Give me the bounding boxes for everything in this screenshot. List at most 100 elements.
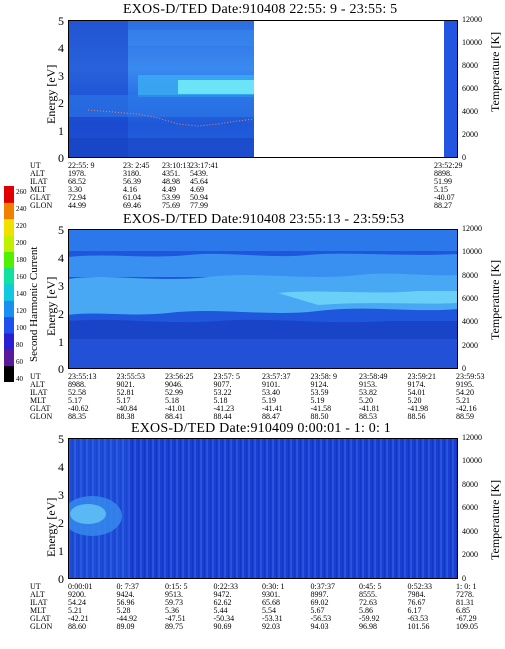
panel-2-row-label: GLON [30,412,53,421]
panel-3-ytick: 4 [58,460,64,474]
table-cell: 53.59 [310,388,329,397]
table-cell: -50.34 [213,614,235,623]
panel-2-band-mid [68,273,458,315]
panel-2-ytick: 1 [58,335,64,349]
panel-3-svg [68,438,458,579]
table-cell: 92.03 [262,622,280,631]
table-cell: 3180. [123,169,141,178]
panel-3-col: 0:00:01 9200. 54.24 5.21 -42.21 88.60 [68,583,92,631]
table-cell: 5.17 [116,396,131,405]
table-cell: 88.27 [434,201,452,210]
panel-2-row-label: UT [30,372,41,381]
table-cell: 9424. [116,590,135,599]
table-cell: 0:15: 5 [165,582,188,591]
table-cell: -41.98 [407,404,429,413]
table-cell: 69.46 [123,201,141,210]
table-cell: 5.44 [213,606,228,615]
table-cell: 9046. [165,380,183,389]
panel-2-ytick: 3 [58,279,64,293]
colorbar-segment [4,251,14,269]
panel-2-row-label: ILAT [30,388,48,397]
table-cell: 5.28 [116,606,131,615]
colorbar-segment [4,300,14,318]
colorbar-tick: 80 [16,341,23,349]
panel-1-col: 23:17:41 5439. 45.64 4.69 50.94 77.99 [190,162,218,210]
panel-3-left-glow [68,438,128,579]
table-cell: 88.53 [359,412,377,421]
table-cell: 88.47 [262,412,280,421]
table-cell: 72.63 [359,598,377,607]
table-cell: 7984. [407,590,426,599]
panel-2-col: 23:59:53 9195. 54.20 5.21 -42.16 88.59 [456,373,484,421]
table-cell: 9513. [165,590,183,599]
table-cell: 9195. [456,380,474,389]
table-cell: 23:59:21 [407,372,436,381]
table-cell: 89.09 [116,622,135,631]
table-cell: 9301. [262,590,280,599]
table-cell: 6.17 [407,606,422,615]
panel-1-title: EXOS-D/TED Date:910408 22:55: 9 - 23:55:… [123,2,398,17]
panel-3-row-label: MLT [30,606,47,615]
table-cell: 5.54 [262,606,276,615]
panel-2-col: 23:56:25 9046. 52.99 5.18 -41.01 88.41 [165,373,193,421]
panel-3-col: 0: 7:37 9424. 56.96 5.28 -44.92 89.09 [117,583,139,631]
table-cell: 88.41 [165,412,183,421]
panel-2-temptick: 6000 [462,294,478,303]
table-cell: 51.99 [434,177,452,186]
panel-2-temptick: 0 [462,364,466,373]
table-cell: 5.86 [359,606,373,615]
table-cell: 72.94 [68,193,86,202]
panel-1-band-top [128,30,254,46]
colorbar-tick: 240 [16,205,27,213]
colorbar-segment [4,202,14,220]
panel-1-temperature-trace [87,109,255,127]
table-cell: 8898. [434,169,452,178]
table-cell: 88.44 [213,412,232,421]
panel-3-col: 0:37:37 8997. 69.02 5.67 -56.53 94.03 [311,583,335,631]
panel-1-ytick: 1 [58,124,64,138]
panel-2-temptick: 4000 [462,317,478,326]
panel-2-col: 23:55:13 8988. 52.58 5.17 -40.62 88.35 [68,373,96,421]
panel-1-data-region-end [444,20,458,158]
table-cell: 50.94 [190,193,208,202]
table-cell: 5.67 [310,606,325,615]
panel-2-temp-label: Temperature [K] [488,259,502,340]
table-cell: 52.58 [68,388,86,397]
table-cell: 5.18 [165,396,179,405]
panel-2-col: 23:58: 9 9124. 53.59 5.19 -41.58 88.50 [311,373,337,421]
panel-1-row-label: ILAT [30,177,48,186]
table-cell: 56.96 [116,598,135,607]
table-cell: 96.98 [359,622,377,631]
table-cell: 23:59:53 [456,372,485,381]
colorbar-svg [4,186,14,383]
table-cell: -67.29 [456,614,477,623]
panel-1-row-label: ALT [30,169,45,178]
table-cell: 69.02 [310,598,329,607]
table-cell: 9077. [213,380,232,389]
table-cell: 81.31 [456,598,474,607]
table-cell: -56.53 [310,614,332,623]
panel-2-title: EXOS-D/TED Date:910408 23:55:13 - 23:59:… [123,212,405,227]
panel-1-temptick: 6000 [462,84,478,93]
panel-1-row-label: UT [30,161,41,170]
panel-1-temptick: 8000 [462,61,478,70]
table-cell: 9472. [213,590,232,599]
table-cell: 23:57: 5 [213,372,240,381]
panel-1-spectrogram [68,20,458,158]
colorbar-tick: 220 [16,222,27,230]
table-cell: 0:52:33 [407,582,432,591]
table-cell: 54.01 [407,388,426,397]
colorbar-tick: 100 [16,324,27,332]
table-cell: 23:17:41 [190,161,219,170]
panel-3-row-label: ILAT [30,598,48,607]
table-cell: 8988. [68,380,86,389]
table-cell: -41.41 [262,404,283,413]
table-cell: 9153. [359,380,377,389]
panel-1-ytick: 0 [58,151,64,165]
table-cell: 23:55:53 [116,372,145,381]
colorbar-tick: 120 [16,307,27,315]
panel-3-row-label: GLAT [30,614,51,623]
colorbar-tick: 60 [16,358,23,366]
table-cell: 6.85 [456,606,470,615]
colorbar-segment [4,333,14,350]
